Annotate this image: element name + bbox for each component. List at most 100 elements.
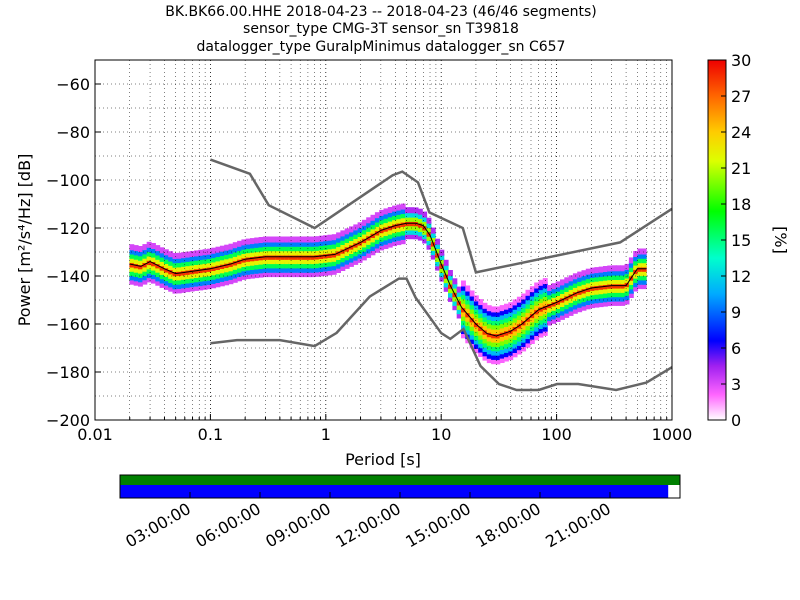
heatmap-cell <box>538 310 544 316</box>
heatmap-cell <box>529 320 535 327</box>
heatmap-cell <box>168 281 174 288</box>
heatmap-cell <box>176 274 182 281</box>
heatmap-cell <box>297 258 303 265</box>
heatmap-cell <box>603 270 608 277</box>
heatmap-cell <box>245 264 251 271</box>
heatmap-cell <box>211 247 217 254</box>
heatmap-cell <box>473 342 479 349</box>
heatmap-cell <box>379 231 385 238</box>
heatmap-cell <box>271 245 277 252</box>
heatmap-cell <box>219 250 225 256</box>
heatmap-cell <box>245 268 251 275</box>
heatmap-cell <box>641 283 647 290</box>
heatmap-cell <box>250 264 255 270</box>
heatmap-cell <box>400 233 406 240</box>
heatmap-cell <box>499 344 505 350</box>
heatmap-cell <box>516 335 522 342</box>
heatmap-cell <box>176 265 182 272</box>
heatmap-cell <box>258 245 264 252</box>
heatmap-cell <box>616 286 621 293</box>
heatmap-cell <box>512 329 518 336</box>
heatmap-cell <box>306 266 311 273</box>
heatmap-cell <box>387 207 393 213</box>
heatmap-cell <box>387 220 393 226</box>
heatmap-cell <box>258 237 264 243</box>
heatmap-cell <box>383 238 389 245</box>
heatmap-cell <box>138 250 143 257</box>
heatmap-cell <box>151 264 156 271</box>
heatmap-cell <box>206 253 212 259</box>
heatmap-cell <box>366 225 372 232</box>
heatmap-cell <box>224 253 230 260</box>
heatmap-cell <box>598 296 604 303</box>
heatmap-cell <box>603 296 608 303</box>
heatmap-cell <box>538 284 544 291</box>
heatmap-cell <box>448 291 453 298</box>
heatmap-cell <box>504 303 509 310</box>
heatmap-cell <box>534 286 540 293</box>
heatmap-cell <box>331 264 337 271</box>
heatmap-cell <box>349 256 354 263</box>
heatmap-cell <box>491 310 496 317</box>
heatmap-cell <box>616 278 621 285</box>
heatmap-cell <box>370 219 376 226</box>
heatmap-cell <box>172 261 178 268</box>
heatmap-cell <box>590 267 595 274</box>
heatmap-cell <box>280 236 285 243</box>
heatmap-cell <box>228 278 234 285</box>
heatmap-cell <box>504 333 509 340</box>
heatmap-cell <box>508 323 514 330</box>
heatmap-cell <box>607 295 613 302</box>
heatmap-cell <box>310 262 316 269</box>
heatmap-cell <box>611 265 617 272</box>
heatmap-cell <box>405 233 410 240</box>
heatmap-cell <box>448 278 453 285</box>
heatmap-cell <box>297 236 303 243</box>
heatmap-cell <box>254 272 260 279</box>
heatmap-cell <box>486 344 492 351</box>
heatmap-cell <box>512 303 518 310</box>
heatmap-cell <box>293 249 298 256</box>
heatmap-cell <box>310 236 316 243</box>
heatmap-cell <box>555 281 561 288</box>
heatmap-cell <box>370 236 376 243</box>
heatmap-cell <box>306 240 311 247</box>
heatmap-cell <box>379 209 385 216</box>
heatmap-cell <box>495 328 501 335</box>
timeline-tick-label: 15:00:00 <box>402 499 474 551</box>
heatmap-cell <box>452 299 458 306</box>
heatmap-cell <box>301 262 307 269</box>
heatmap-cell <box>215 272 221 279</box>
heatmap-cell <box>194 284 199 291</box>
heatmap-cell <box>288 236 294 243</box>
heatmap-cell <box>504 312 509 319</box>
heatmap-cell <box>620 286 626 293</box>
heatmap-cell <box>258 241 264 248</box>
y-tick-label: −80 <box>56 123 90 142</box>
heatmap-cell <box>271 236 277 243</box>
heatmap-cell <box>353 224 359 231</box>
heatmap-cell <box>465 307 471 314</box>
heatmap-cell <box>306 258 311 265</box>
heatmap-cell <box>318 244 324 251</box>
heatmap-cell <box>413 229 419 235</box>
heatmap-cell <box>624 298 630 305</box>
heatmap-cell <box>146 276 152 283</box>
heatmap-cell <box>297 249 303 256</box>
heatmap-cell <box>262 236 268 243</box>
heatmap-cell <box>181 273 186 280</box>
heatmap-cell <box>155 245 161 252</box>
x-tick-label: 1 <box>321 425 331 444</box>
heatmap-cell <box>142 244 148 251</box>
heatmap-cell <box>516 296 522 303</box>
heatmap-cell <box>417 230 423 237</box>
heatmap-cell <box>353 258 359 265</box>
heatmap-cell <box>245 251 251 258</box>
heatmap-cell <box>241 239 247 246</box>
heatmap-cell <box>405 224 410 231</box>
heatmap-cell <box>534 312 540 319</box>
heatmap-cell <box>633 255 639 262</box>
heatmap-cell <box>525 328 531 335</box>
heatmap-cell <box>473 317 479 323</box>
heatmap-cell <box>486 326 492 333</box>
